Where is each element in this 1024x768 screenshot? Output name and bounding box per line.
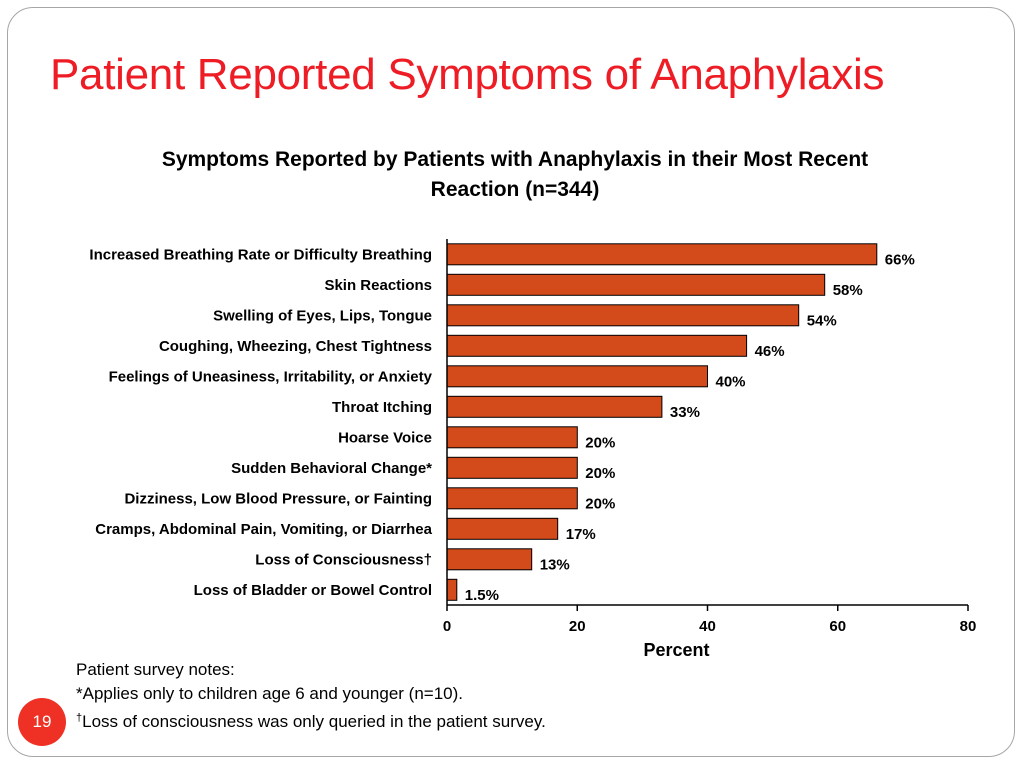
bar [446,334,748,357]
category-label: Swelling of Eyes, Lips, Tongue [213,307,432,324]
bar [446,578,458,601]
category-label: Dizziness, Low Blood Pressure, or Fainti… [124,490,432,507]
chart-title: Symptoms Reported by Patients with Anaph… [161,148,869,201]
x-axis-label: Percent [643,640,709,660]
notes-line-2-text: Loss of consciousness was only queried i… [82,712,546,731]
x-tick-label: 0 [443,618,451,635]
data-label: 13% [540,556,570,573]
data-label: 20% [585,495,615,512]
notes-heading: Patient survey notes: [76,660,235,679]
x-tick-label: 80 [960,618,977,635]
x-tick-label: 20 [569,618,586,635]
data-label: 20% [585,434,615,451]
bar [446,273,826,296]
category-label: Throat Itching [332,399,432,416]
data-label: 54% [807,312,837,329]
bar [446,243,878,266]
bar [446,395,663,418]
data-label: 17% [566,526,596,543]
category-label: Increased Breathing Rate or Difficulty B… [89,246,432,263]
bar [446,487,578,510]
category-label: Sudden Behavioral Change* [231,460,432,477]
notes-line-1: *Applies only to children age 6 and youn… [76,684,464,703]
data-label: 40% [716,373,746,390]
data-label: 46% [755,343,785,360]
category-label: Loss of Consciousness† [255,551,432,568]
data-label: 20% [585,465,615,482]
bar [446,365,708,388]
bar [446,456,578,479]
bar [446,517,559,540]
category-label: Skin Reactions [324,277,432,294]
bar [446,548,533,571]
category-label: Coughing, Wheezing, Chest Tightness [159,338,432,355]
category-label: Loss of Bladder or Bowel Control [194,582,432,599]
bar [446,304,800,327]
x-tick-label: 40 [699,618,716,635]
x-tick-label: 60 [829,618,846,635]
survey-notes: Patient survey notes: *Applies only to c… [76,658,546,734]
category-label: Cramps, Abdominal Pain, Vomiting, or Dia… [95,521,432,538]
bar [446,426,578,449]
data-label: 33% [670,404,700,421]
notes-dagger-mark: † [76,712,83,724]
page-number-badge: 19 [18,698,66,746]
notes-line-2: †Loss of consciousness was only queried … [76,706,546,734]
category-label: Hoarse Voice [338,429,432,446]
data-label: 1.5% [465,587,499,604]
slide-title: Patient Reported Symptoms of Anaphylaxis [50,50,885,99]
category-label: Feelings of Uneasiness, Irritability, or… [109,368,433,385]
data-label: 58% [833,282,863,299]
data-label: 66% [885,251,915,268]
